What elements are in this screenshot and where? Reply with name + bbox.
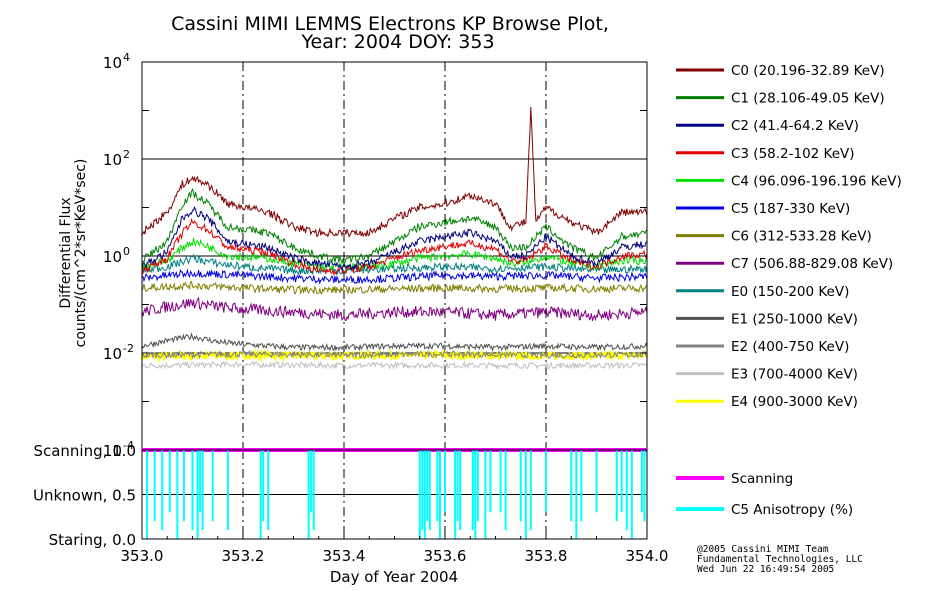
chart-subtitle: Year: 2004 DOY: 353 xyxy=(300,31,494,53)
y-axis-label-line2: counts/(cm^2*sr*KeV*sec) xyxy=(73,159,89,348)
y-tick-label: Scanning, 1.0 xyxy=(33,442,136,460)
legend-label: E3 (700-4000 KeV) xyxy=(731,367,858,383)
series-line xyxy=(141,106,648,238)
y-tick-label: Unknown, 0.5 xyxy=(33,487,136,505)
y-tick-label: 10 xyxy=(103,151,122,169)
credits-line: Wed Jun 22 16:49:54 2005 xyxy=(697,564,835,575)
legend-label: C5 (187-330 KeV) xyxy=(731,201,850,217)
credits-block: @2005 Cassini MIMI Team Fundamental Techn… xyxy=(697,545,863,575)
series-line xyxy=(141,296,648,322)
legend-label: E2 (400-750 KeV) xyxy=(731,339,849,355)
legend-label: C4 (96.096-196.196 KeV) xyxy=(731,173,902,189)
series-line xyxy=(141,187,648,266)
x-tick-label: 353.6 xyxy=(424,547,467,565)
legend-label: E0 (150-200 KeV) xyxy=(731,284,849,300)
legend-label: C3 (58.2-102 KeV) xyxy=(731,146,855,162)
x-tick-label: 353.0 xyxy=(121,547,164,565)
legend-label: C7 (506.88-829.08 KeV) xyxy=(731,256,893,272)
legend-label: E4 (900-3000 KeV) xyxy=(731,394,858,410)
y-tick-label: Staring, 0.0 xyxy=(49,531,136,549)
series-line xyxy=(141,237,648,273)
x-tick-label: 354.0 xyxy=(626,547,669,565)
mode-y-ticks: Staring, 0.0 Unknown, 0.5 Scanning, 1.0 xyxy=(33,442,136,549)
legend-label: C5 Anisotropy (%) xyxy=(731,502,853,518)
legend-label: C2 (41.4-64.2 KeV) xyxy=(731,118,859,134)
y-tick-exponent: -2 xyxy=(123,342,134,355)
y-tick-exponent: 4 xyxy=(123,51,130,64)
flux-series-group xyxy=(140,106,649,370)
mode-legend: Scanning C5 Anisotropy (%) xyxy=(676,471,853,518)
credits-line: Fundamental Technologies, LLC xyxy=(697,554,863,565)
x-axis-label: Day of Year 2004 xyxy=(330,568,458,586)
series-line xyxy=(141,268,648,285)
x-tick-label: 353.2 xyxy=(222,547,265,565)
x-tick-label: 353.8 xyxy=(525,547,568,565)
credits-line: @2005 Cassini MIMI Team xyxy=(697,544,829,555)
y-tick-label: 10 xyxy=(103,442,122,460)
y-tick-label: 10 xyxy=(103,248,122,266)
legend-label: C1 (28.106-49.05 KeV) xyxy=(731,91,885,107)
y-tick-label: 10 xyxy=(103,54,122,72)
series-line xyxy=(141,253,648,277)
mode-panel-frame xyxy=(141,449,648,540)
series-line xyxy=(141,280,648,295)
series-line xyxy=(141,217,648,277)
x-tick-label: 353.4 xyxy=(323,547,366,565)
legend-label: E1 (250-1000 KeV) xyxy=(731,311,858,327)
y-tick-exponent: 0 xyxy=(123,245,130,258)
y-axis-label-line1: Differential Flux xyxy=(58,197,74,308)
series-line xyxy=(141,332,648,353)
series-line xyxy=(141,205,648,272)
chart-title: Cassini MIMI LEMMS Electrons KP Browse P… xyxy=(171,13,609,35)
y-tick-exponent: 2 xyxy=(123,148,130,161)
y-tick-label: 10 xyxy=(103,345,122,363)
flux-legend: C0 (20.196-32.89 KeV) C1 (28.106-49.05 Ke… xyxy=(676,63,902,410)
series-line xyxy=(141,360,648,370)
mode-x-ticks: 353.0 353.2 353.4 353.6 353.8 354.0 xyxy=(121,532,669,565)
y-tick-exponent: -4 xyxy=(123,439,134,452)
legend-label: Scanning xyxy=(731,471,793,487)
legend-label: C6 (312-533.28 KeV) xyxy=(731,229,872,245)
series-line xyxy=(141,349,648,360)
legend-label: C0 (20.196-32.89 KeV) xyxy=(731,63,885,79)
